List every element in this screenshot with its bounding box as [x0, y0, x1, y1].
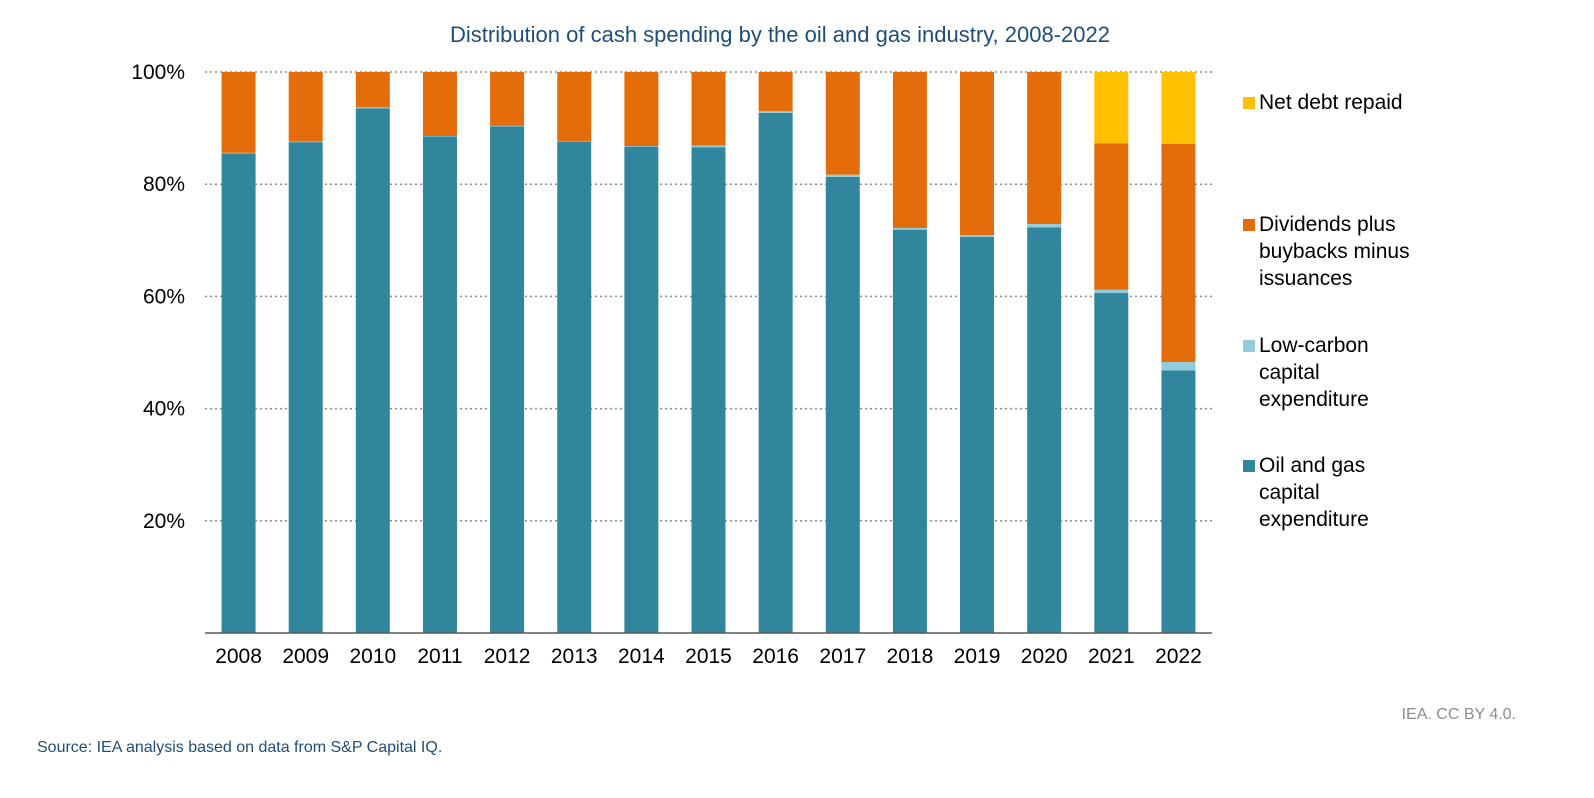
bar-segment: [1094, 293, 1129, 633]
y-tick-label: 100%: [131, 61, 185, 84]
bar-segment: [1161, 362, 1196, 371]
bar-segment: [355, 108, 390, 634]
x-tick-label: 2014: [618, 645, 665, 668]
bar-segment: [288, 141, 323, 143]
bar-segment: [758, 112, 793, 633]
bar-segment: [892, 229, 927, 634]
x-tick-label: 2011: [417, 645, 462, 668]
bar-segment: [490, 126, 525, 634]
bar-segment: [355, 107, 390, 109]
bar-segment: [557, 141, 592, 142]
x-tick-label: 2012: [484, 645, 531, 668]
bar-segment: [557, 141, 592, 633]
x-tick-label: 2010: [349, 645, 396, 668]
bar-segment: [422, 136, 457, 633]
legend-label: Dividends plus buybacks minus issuances: [1259, 213, 1410, 290]
x-tick-label: 2021: [1088, 645, 1135, 668]
bar-segment: [221, 153, 256, 633]
bar-segment: [624, 146, 659, 147]
bar-segment: [557, 72, 592, 142]
legend-label: Net debt repaid: [1259, 91, 1403, 114]
bar-segment: [1161, 72, 1196, 144]
bar-segment: [758, 111, 793, 113]
bar-segment: [1161, 143, 1196, 363]
bar-segment: [624, 72, 659, 147]
y-tick-label: 60%: [143, 285, 185, 308]
bar-segment: [221, 72, 256, 153]
bar-segment: [288, 72, 323, 142]
bar-segment: [892, 72, 927, 228]
bar-segment: [960, 72, 995, 236]
x-tick-label: 2008: [215, 645, 262, 668]
bar-segment: [960, 235, 995, 237]
y-tick-label: 20%: [143, 510, 185, 533]
bar-segment: [422, 72, 457, 136]
axes: 20% 40% 60% 80% 100% 2008 2009 2010 2011 2012 2013…: [131, 61, 1212, 668]
bar-segment: [960, 236, 995, 633]
bar-segment: [1161, 370, 1196, 633]
bar-segment: [691, 145, 726, 148]
legend-swatch: [1243, 97, 1255, 109]
x-tick-label: 2015: [685, 645, 732, 668]
bar-segment: [825, 176, 860, 634]
bar-segment: [1094, 72, 1129, 144]
bar-segment: [490, 125, 525, 127]
bar-segment: [288, 142, 323, 633]
bar-segment: [355, 72, 390, 108]
legend-swatch: [1243, 219, 1255, 231]
x-tick-label: 2013: [551, 645, 598, 668]
bar-segment: [691, 72, 726, 146]
bar-segment: [490, 72, 525, 126]
bar-segment: [1027, 224, 1062, 228]
bar-segment: [825, 72, 860, 175]
bar-segment: [825, 174, 860, 177]
credit-text: IEA. CC BY 4.0.: [1401, 706, 1516, 723]
chart-title: Distribution of cash spending by the oil…: [449, 22, 1110, 47]
x-tick-label: 2016: [752, 645, 799, 668]
bar-segment: [691, 147, 726, 633]
y-tick-label: 40%: [143, 398, 185, 421]
x-tick-label: 2019: [954, 645, 1001, 668]
legend-label: Low-carbon capital expenditure: [1259, 334, 1369, 411]
y-tick-label: 80%: [143, 173, 185, 196]
x-tick-label: 2017: [819, 645, 866, 668]
bar-segment: [758, 72, 793, 112]
x-tick-label: 2009: [282, 645, 329, 668]
legend-swatch: [1243, 340, 1255, 352]
x-tick-label: 2018: [887, 645, 934, 668]
source-note: Source: IEA analysis based on data from …: [37, 739, 443, 756]
bar-segment: [422, 135, 457, 137]
bar-segment: [892, 227, 927, 230]
legend-swatch: [1243, 460, 1255, 472]
bar-segment: [1027, 227, 1062, 633]
legend-label: Oil and gas capital expenditure: [1259, 454, 1369, 531]
x-tick-label: 2022: [1155, 645, 1202, 668]
bars: [221, 72, 1196, 634]
x-tick-label: 2020: [1021, 645, 1068, 668]
bar-segment: [221, 152, 256, 154]
bar-segment: [1094, 143, 1129, 290]
bar-segment: [624, 146, 659, 633]
bar-segment: [1094, 289, 1129, 294]
bar-segment: [1027, 72, 1062, 225]
